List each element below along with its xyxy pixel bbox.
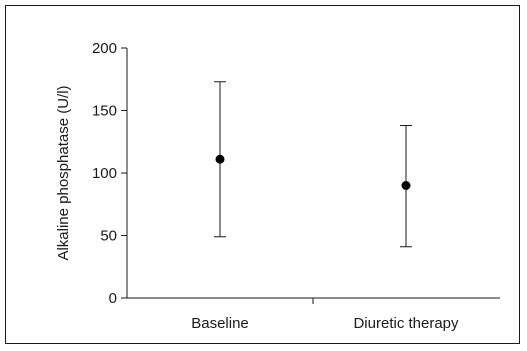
plot-marks	[214, 81, 412, 248]
x-tick-label: Diuretic therapy	[353, 315, 459, 332]
y-tick-label: 200	[92, 40, 117, 57]
data-point	[401, 181, 411, 190]
y-axis-title: Alkaline phosphatase (U/l)	[55, 85, 72, 260]
y-tick-label: 150	[92, 103, 117, 120]
x-axis: Baseline Diuretic therapy	[127, 297, 500, 332]
data-point	[215, 154, 225, 164]
chart-frame	[5, 5, 520, 344]
y-tick-label: 100	[92, 165, 117, 182]
y-tick-label: 0	[109, 290, 117, 307]
y-axis: 0 50 100 150 200	[92, 40, 128, 307]
x-tick-label: Baseline	[191, 315, 249, 332]
y-tick-label: 50	[100, 228, 117, 245]
